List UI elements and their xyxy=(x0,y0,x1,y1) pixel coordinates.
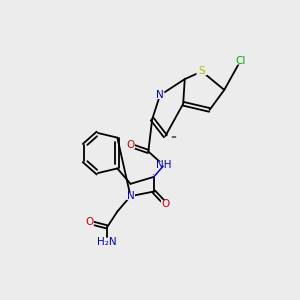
Text: N: N xyxy=(127,191,134,201)
Text: ·: · xyxy=(151,171,154,180)
Text: O: O xyxy=(85,217,94,227)
Text: S: S xyxy=(199,66,205,76)
FancyBboxPatch shape xyxy=(100,238,115,245)
FancyBboxPatch shape xyxy=(126,142,135,149)
Text: O: O xyxy=(126,140,135,150)
Text: H₂N: H₂N xyxy=(98,237,117,247)
FancyBboxPatch shape xyxy=(161,200,170,208)
Text: N: N xyxy=(156,90,164,100)
FancyBboxPatch shape xyxy=(234,57,247,64)
FancyBboxPatch shape xyxy=(126,193,135,200)
FancyBboxPatch shape xyxy=(155,92,164,99)
Text: O: O xyxy=(161,199,169,209)
Text: NH: NH xyxy=(156,160,172,170)
FancyBboxPatch shape xyxy=(158,161,169,169)
Text: =: = xyxy=(170,134,176,140)
Text: Cl: Cl xyxy=(236,56,246,66)
FancyBboxPatch shape xyxy=(196,68,207,75)
FancyBboxPatch shape xyxy=(85,219,94,226)
